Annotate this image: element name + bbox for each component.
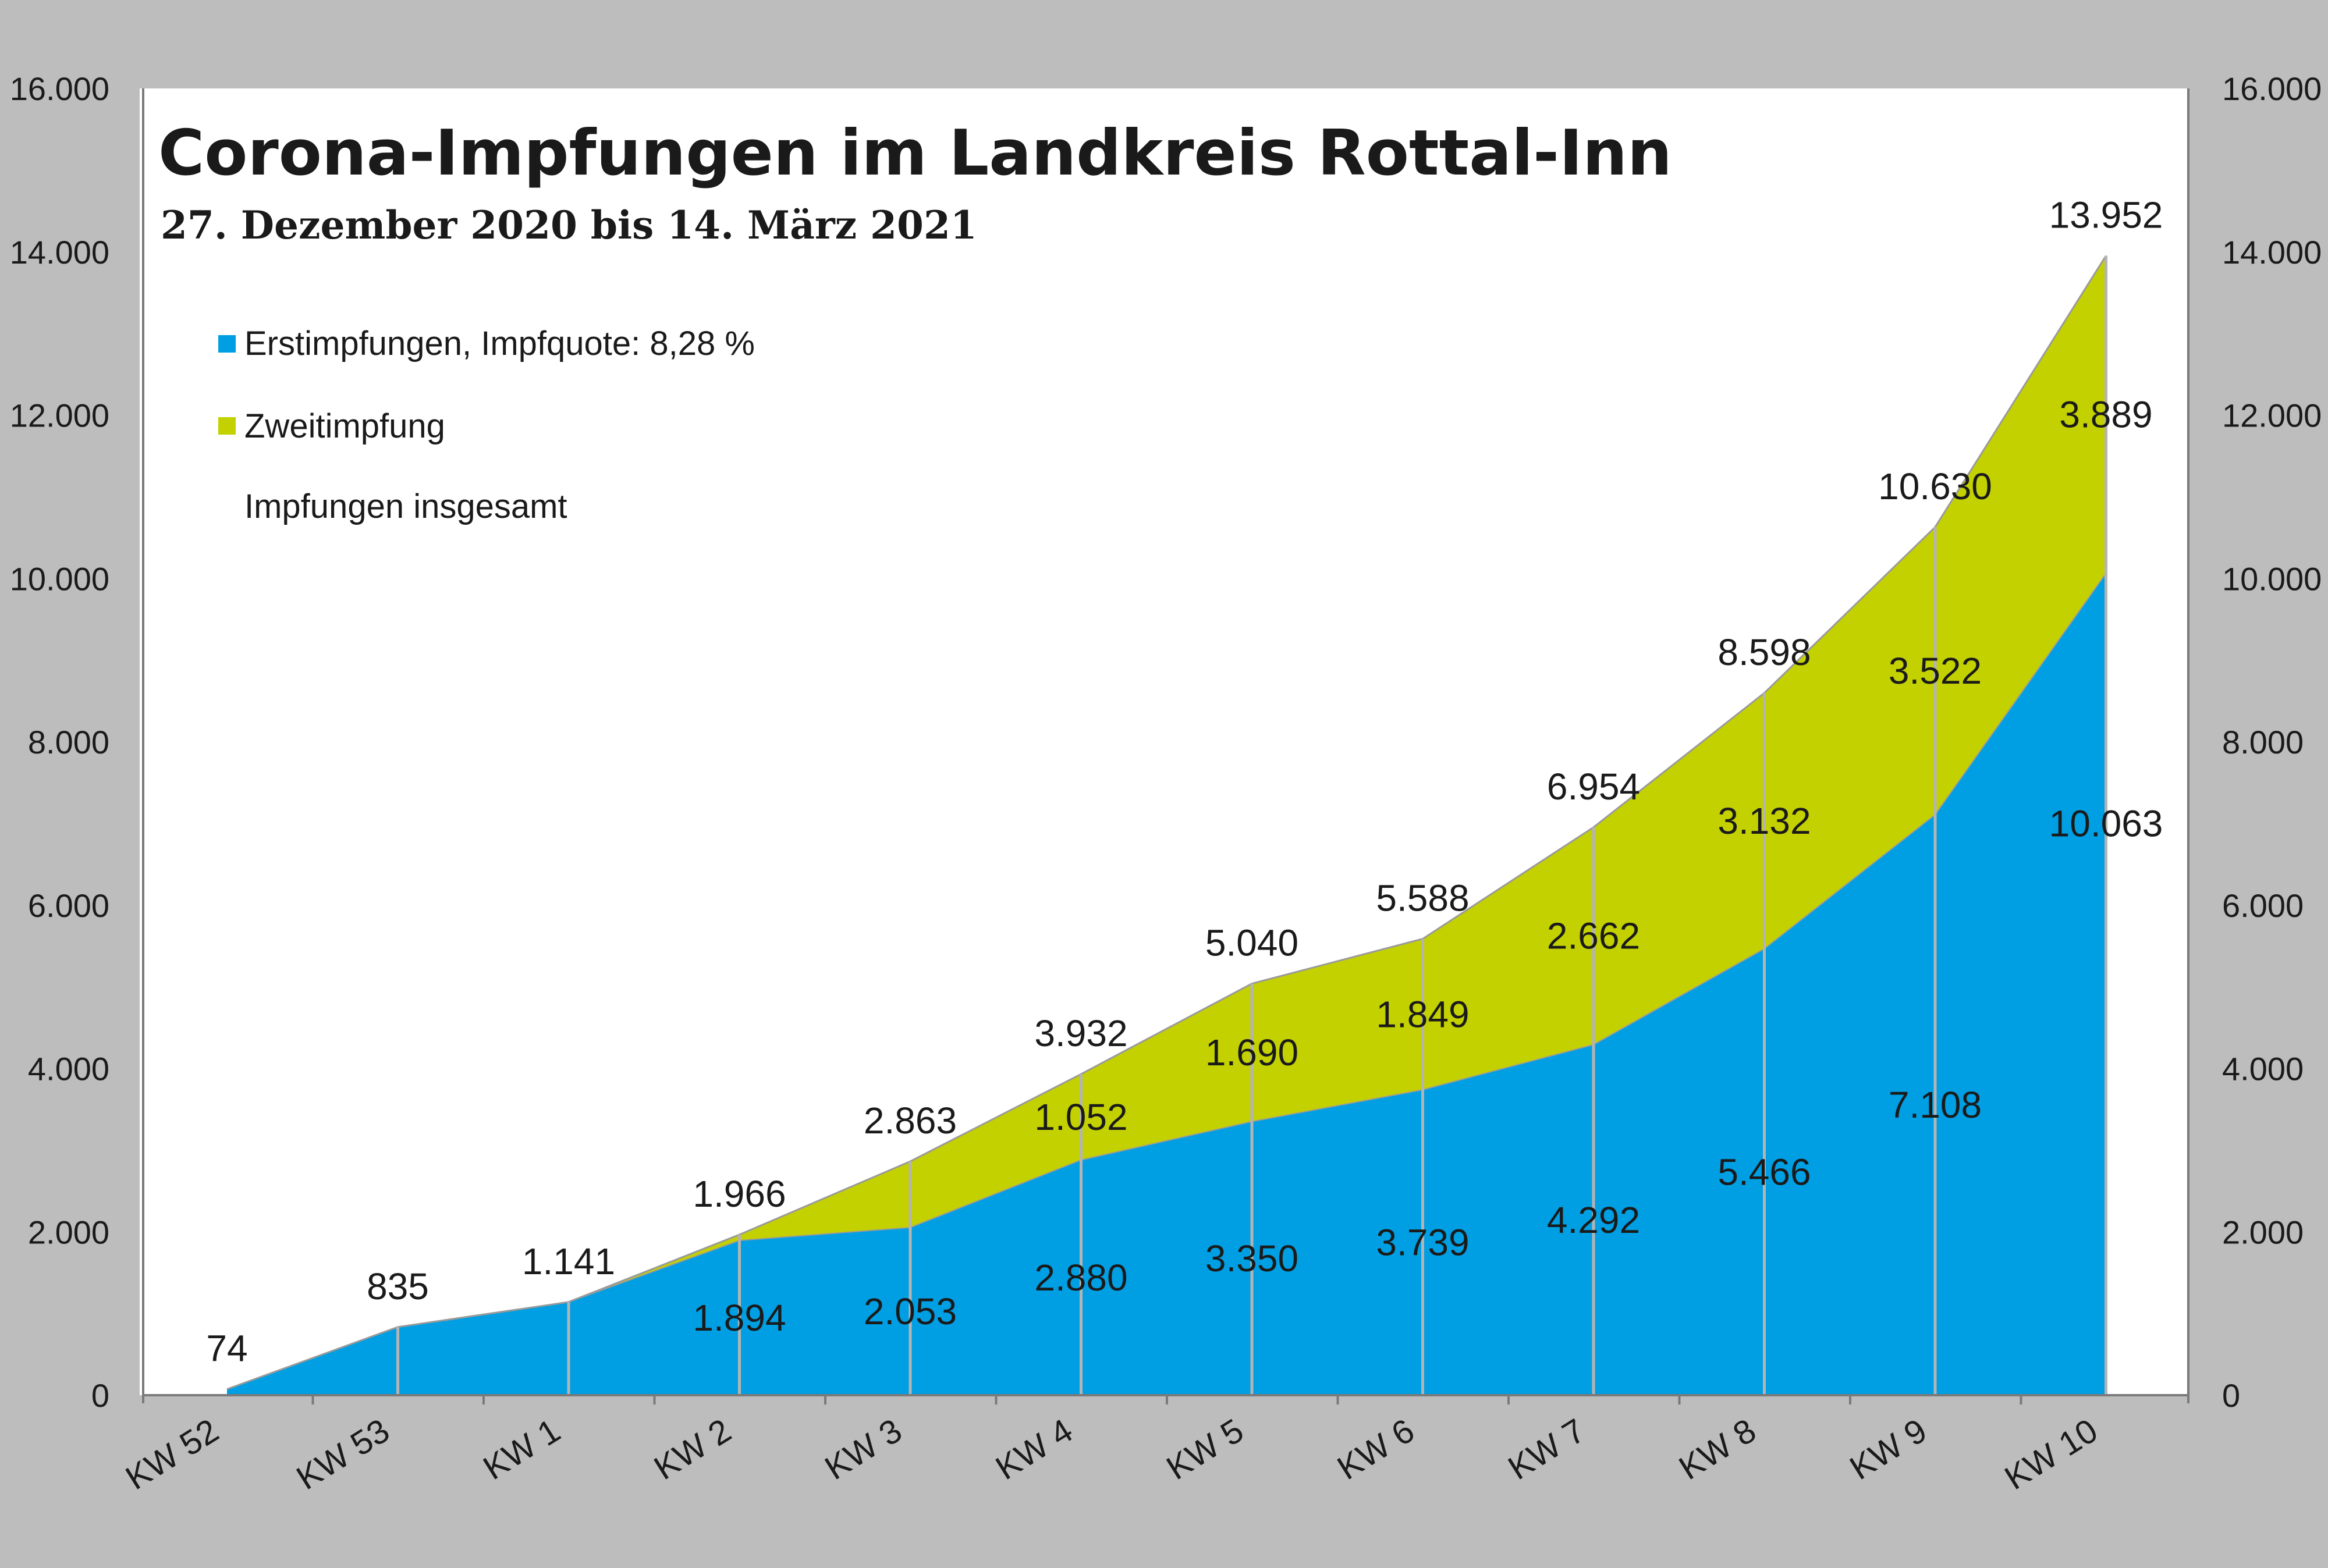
value-label-zweitimpfung: 3.522 xyxy=(1889,650,1982,692)
value-label-insgesamt: 5.588 xyxy=(1376,877,1469,919)
value-label-zweitimpfung: 3.132 xyxy=(1717,800,1811,842)
value-label-zweitimpfung: 2.662 xyxy=(1547,915,1640,957)
y-tick-label-left: 8.000 xyxy=(28,724,109,760)
y-tick-label-left: 12.000 xyxy=(10,397,109,434)
y-tick-label-right: 14.000 xyxy=(2222,234,2322,271)
y-tick-label-left: 0 xyxy=(91,1377,109,1414)
y-tick-label-left: 2.000 xyxy=(28,1214,109,1250)
value-label-zweitimpfung: 1.849 xyxy=(1376,993,1469,1035)
x-tick-label: KW 10 xyxy=(1998,1411,2104,1497)
y-tick-label-right: 12.000 xyxy=(2222,397,2322,434)
y-tick-label-right: 16.000 xyxy=(2222,70,2322,107)
legend-label-erstimpfungen: Erstimpfungen, Impfquote: 8,28 % xyxy=(244,325,755,362)
legend: Erstimpfungen, Impfquote: 8,28 % Zweitim… xyxy=(218,325,755,525)
line-erstimpfungen xyxy=(226,573,2107,1390)
value-label-erstimpfungen: 3.739 xyxy=(1376,1222,1469,1264)
chart-subtitle: 27. Dezember 2020 bis 14. März 2021 xyxy=(161,202,977,248)
value-label-insgesamt: 1.966 xyxy=(693,1173,786,1215)
value-label-erstimpfungen: 2.880 xyxy=(1034,1257,1127,1299)
y-tick-label-right: 2.000 xyxy=(2222,1214,2304,1250)
x-tick-label: KW 53 xyxy=(290,1411,396,1497)
value-label-erstimpfungen: 4.292 xyxy=(1547,1199,1640,1241)
y-tick-label-left: 10.000 xyxy=(10,560,109,597)
y-tick-label-right: 10.000 xyxy=(2222,560,2322,597)
legend-label-zweitimpfung: Zweitimpfung xyxy=(244,407,445,445)
x-tick-label: KW 3 xyxy=(818,1411,909,1487)
x-tick-label: KW 8 xyxy=(1673,1411,1763,1487)
y-tick-label-right: 8.000 xyxy=(2222,724,2304,760)
value-label-erstimpfungen: 5.466 xyxy=(1717,1151,1811,1193)
value-label-erstimpfungen: 1.894 xyxy=(693,1297,786,1339)
value-label-erstimpfungen: 2.053 xyxy=(864,1290,957,1332)
value-label-erstimpfungen: 7.108 xyxy=(1889,1084,1982,1126)
value-label-erstimpfungen: 10.063 xyxy=(2049,802,2163,844)
y-tick-label-right: 4.000 xyxy=(2222,1051,2304,1087)
x-tick-label: KW 1 xyxy=(477,1411,567,1487)
legend-swatch-zweitimpfung xyxy=(218,417,236,435)
area-zweitimpfung xyxy=(227,255,2106,1389)
value-label-insgesamt: 6.954 xyxy=(1547,766,1640,808)
chart-title: Corona-Impfungen im Landkreis Rottal-Inn xyxy=(158,117,1672,190)
value-label-erstimpfungen: 3.350 xyxy=(1205,1238,1298,1279)
y-tick-label-left: 4.000 xyxy=(28,1051,109,1087)
x-tick-label: KW 5 xyxy=(1160,1411,1250,1487)
y-tick-label-right: 6.000 xyxy=(2222,887,2304,924)
value-label-zweitimpfung: 1.052 xyxy=(1034,1096,1127,1138)
legend-label-insgesamt: Impfungen insgesamt xyxy=(244,488,567,525)
area-erstimpfungen xyxy=(227,573,2106,1395)
x-tick-label: KW 7 xyxy=(1502,1411,1592,1487)
legend-swatch-erstimpfungen xyxy=(218,335,236,353)
x-tick-label: KW 6 xyxy=(1331,1411,1421,1487)
x-tick-label: KW 4 xyxy=(989,1411,1080,1487)
value-label-insgesamt: 5.040 xyxy=(1205,922,1298,964)
value-label-insgesamt: 835 xyxy=(367,1265,429,1307)
x-tick-label: KW 9 xyxy=(1843,1411,1933,1487)
value-label-insgesamt: 2.863 xyxy=(864,1100,957,1142)
y-tick-label-left: 16.000 xyxy=(10,70,109,107)
value-label-insgesamt: 3.932 xyxy=(1034,1012,1127,1054)
value-label-zweitimpfung: 1.690 xyxy=(1205,1032,1298,1073)
y-tick-label-right: 0 xyxy=(2222,1377,2240,1414)
y-tick-label-left: 14.000 xyxy=(10,234,109,271)
value-label-insgesamt: 10.630 xyxy=(1878,465,1992,507)
value-label-zweitimpfung: 3.889 xyxy=(2059,393,2152,435)
y-tick-label-left: 6.000 xyxy=(28,887,109,924)
x-tick-label: KW 2 xyxy=(648,1411,738,1487)
x-tick-label: KW 52 xyxy=(119,1411,225,1497)
value-label-insgesamt: 74 xyxy=(206,1328,247,1370)
value-label-insgesamt: 8.598 xyxy=(1717,631,1811,673)
value-label-insgesamt: 13.952 xyxy=(2049,194,2163,236)
value-label-insgesamt: 1.141 xyxy=(522,1240,615,1282)
